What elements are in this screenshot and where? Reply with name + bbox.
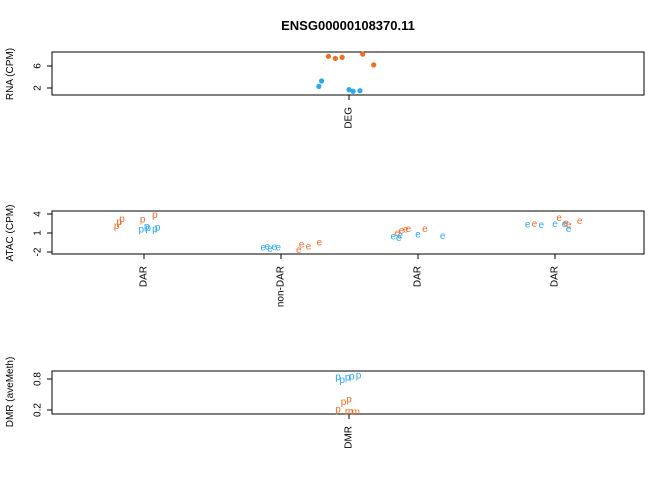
- atac-data-point: e: [260, 243, 266, 254]
- atac-data-point: e: [552, 219, 558, 230]
- atac-data-point: e: [271, 242, 277, 253]
- dmr-x-tick-label: DMR: [344, 426, 355, 449]
- rna-data-point: [325, 53, 332, 59]
- atac-data-point: p: [140, 215, 146, 226]
- atac-data-point: e: [317, 238, 323, 249]
- atac-data-point: p: [144, 221, 150, 232]
- dmr-y-tick-label: 0.2: [33, 403, 44, 417]
- atac-data-point: p: [152, 210, 158, 221]
- atac-data-point: e: [399, 226, 405, 237]
- rna-y-tick-label: 6: [33, 63, 44, 69]
- atac-data-point: e: [391, 232, 397, 243]
- atac-data-point: p: [152, 224, 158, 235]
- dmr-data-point: p: [346, 395, 352, 406]
- atac-data-point: e: [539, 220, 545, 231]
- atac-data-point: e: [267, 244, 273, 255]
- rna-panel: RNA (CPM) 2 6 DEG: [5, 48, 645, 129]
- dmr-y-tick-label: 0.8: [33, 372, 44, 386]
- atac-x-tick-label: DAR: [413, 266, 424, 287]
- dmr-data-point: p: [335, 372, 341, 383]
- atac-data-point: e: [440, 231, 446, 242]
- dmr-data-point: p: [356, 370, 362, 381]
- atac-data-point: e: [403, 224, 409, 235]
- atac-data-point: e: [275, 243, 281, 254]
- atac-data-point: e: [415, 229, 421, 240]
- atac-data-point: e: [296, 245, 302, 256]
- atac-y-tick-label: 4: [33, 211, 44, 217]
- rna-data-point: [316, 83, 322, 89]
- dmr-data-point: m: [352, 407, 360, 418]
- atac-data-point: p: [114, 221, 120, 232]
- rna-x-tick-label: DEG: [344, 107, 355, 129]
- rna-data-point: [339, 54, 345, 60]
- rna-data-point: [346, 87, 352, 93]
- atac-y-tick-label: 1: [33, 230, 44, 236]
- atac-data-point: e: [396, 233, 402, 244]
- dmr-data-point: p: [349, 372, 355, 383]
- atac-x-tick-label: DAR: [550, 266, 561, 287]
- dmr-data-point: p: [345, 373, 351, 384]
- dmr-data-point: m: [345, 406, 353, 417]
- atac-data-point: e: [566, 220, 572, 231]
- rna-data-point: [350, 88, 356, 94]
- dmr-data-point: p: [339, 375, 345, 386]
- atac-y-tick-label: -2: [33, 247, 44, 256]
- atac-data-point: e: [306, 241, 312, 252]
- rna-data-point: [319, 78, 325, 84]
- dmr-y-axis-label: DMR (aveMeth): [5, 357, 16, 428]
- atac-x-tick-label: DAR: [139, 266, 150, 287]
- rna-y-axis-label: RNA (CPM): [5, 48, 16, 100]
- rna-data-point: [360, 51, 366, 57]
- atac-data-point: p: [119, 214, 125, 225]
- dmr-data-point: p: [335, 404, 341, 415]
- rna-data-point: [332, 55, 338, 62]
- atac-data-point: e: [532, 219, 538, 230]
- atac-data-point: p: [117, 217, 123, 228]
- atac-data-point: e: [406, 224, 412, 235]
- atac-data-point: p: [145, 223, 151, 234]
- dmr-data-point: p: [341, 397, 347, 408]
- atac-data-point: e: [556, 213, 562, 224]
- atac-x-tick-label: non-DAR: [276, 266, 287, 307]
- atac-data-point: e: [562, 219, 568, 230]
- atac-data-point: e: [397, 230, 403, 241]
- atac-data-point: e: [563, 218, 569, 229]
- chart-title: ENSG00000108370.11: [281, 18, 415, 33]
- atac-data-point: p: [155, 223, 161, 234]
- rna-data-point: [357, 88, 363, 94]
- rna-data-point: [371, 62, 377, 68]
- atac-data-point: e: [265, 241, 271, 252]
- atac-data-point: p: [138, 224, 144, 235]
- atac-data-point: e: [299, 240, 305, 251]
- rna-y-tick-label: 2: [33, 85, 44, 91]
- atac-y-axis-label: ATAC (CPM): [5, 205, 16, 262]
- atac-data-point: e: [566, 224, 572, 235]
- atac-data-point: e: [422, 224, 428, 235]
- atac-data-point: e: [395, 228, 401, 239]
- atac-data-point: e: [577, 216, 583, 227]
- atac-data-point: e: [525, 220, 531, 231]
